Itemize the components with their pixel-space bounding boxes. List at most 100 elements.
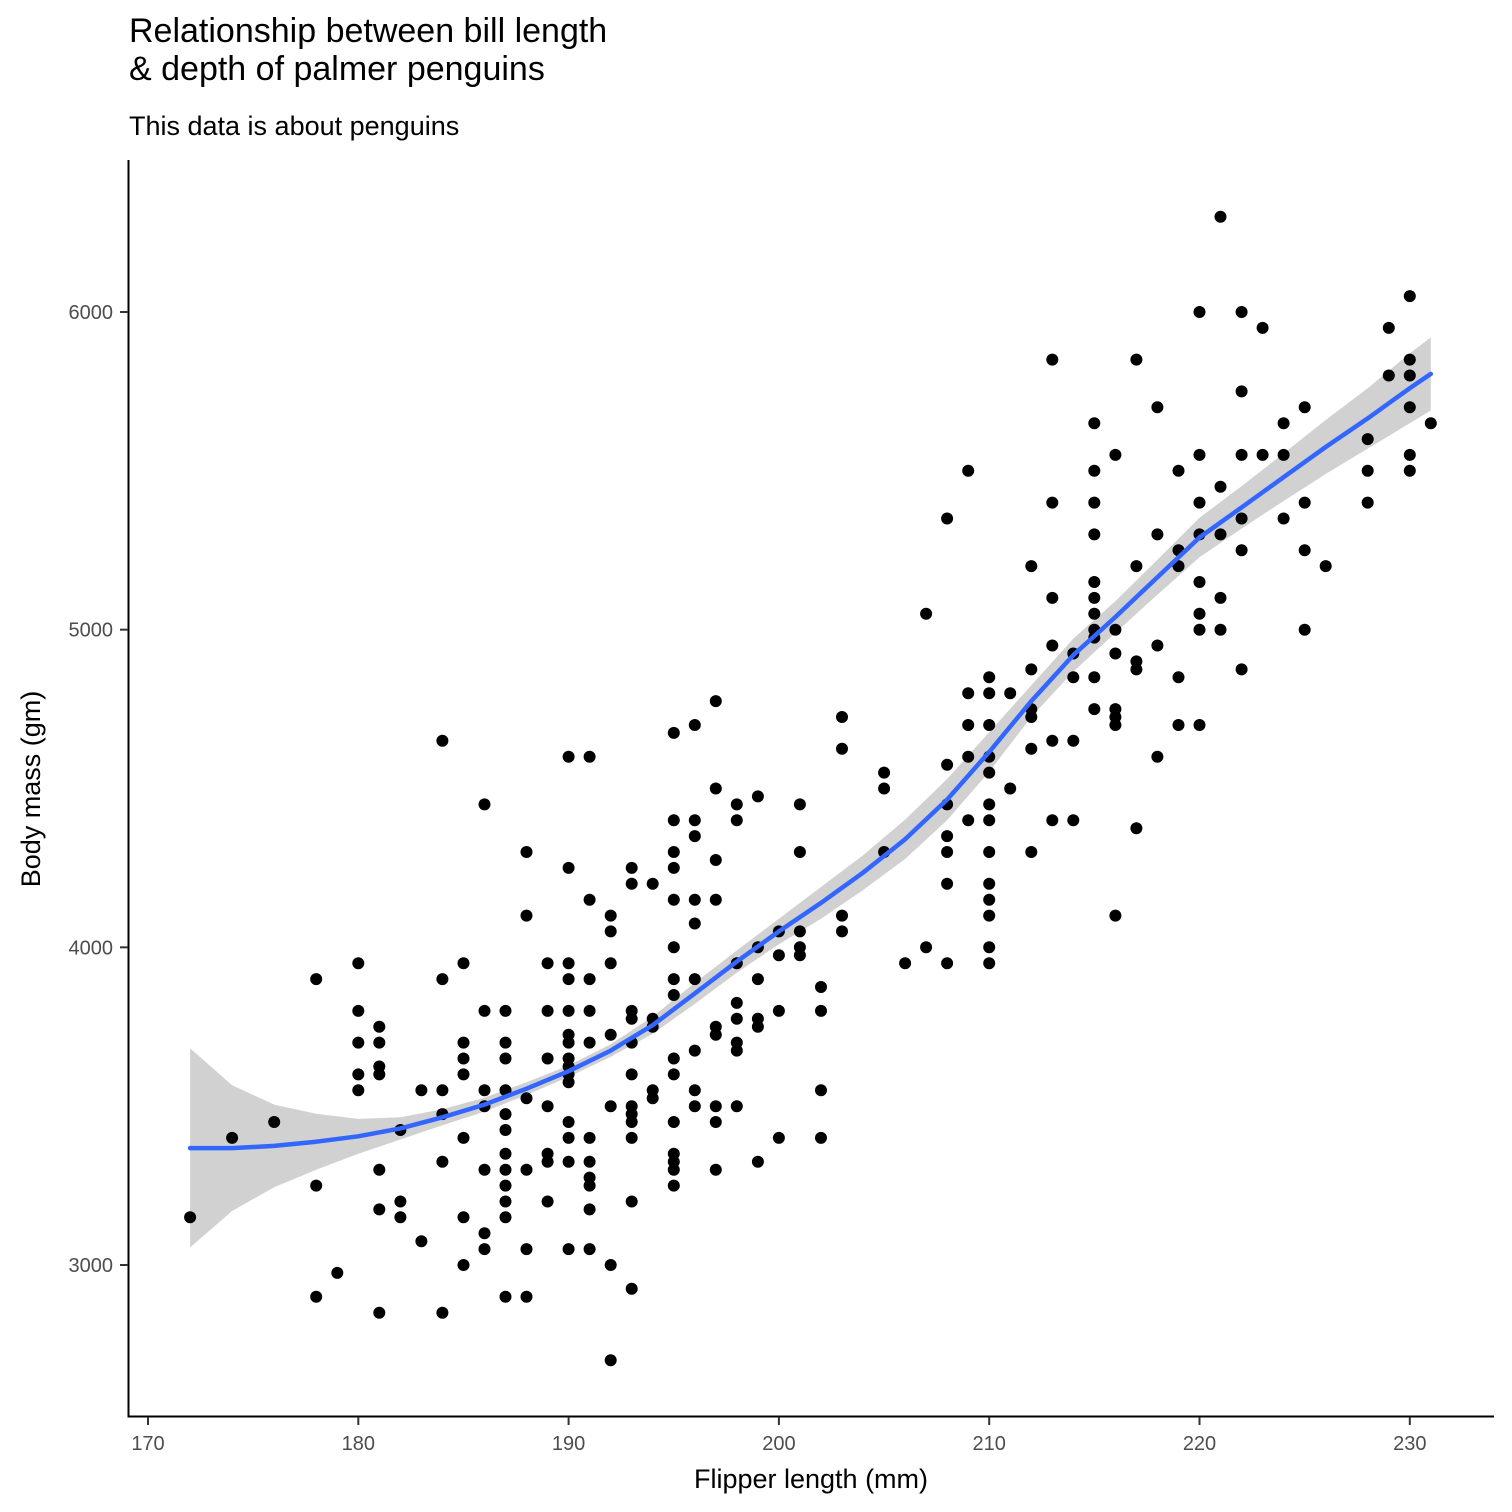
data-point xyxy=(709,1163,722,1176)
data-point xyxy=(751,790,764,803)
data-point xyxy=(1046,639,1059,652)
data-point xyxy=(646,1092,659,1105)
y-tick-label: 4000 xyxy=(69,937,114,959)
data-point xyxy=(688,973,701,986)
data-point xyxy=(478,798,491,811)
data-point xyxy=(1214,210,1227,223)
data-point xyxy=(1214,623,1227,636)
data-point xyxy=(962,719,975,731)
data-point xyxy=(1025,711,1038,723)
data-point xyxy=(667,1068,680,1081)
data-point xyxy=(562,1131,575,1144)
data-point xyxy=(793,846,806,858)
data-point xyxy=(1361,464,1374,477)
x-tick-label: 200 xyxy=(762,1433,795,1455)
data-point xyxy=(457,1211,470,1224)
data-point xyxy=(646,877,659,890)
data-point xyxy=(562,1076,575,1089)
smooth-line-layer xyxy=(187,371,1434,1151)
data-point xyxy=(583,1004,596,1017)
data-point xyxy=(667,861,680,874)
data-point xyxy=(625,861,638,874)
data-point xyxy=(941,877,954,890)
data-point xyxy=(352,1004,365,1017)
data-point xyxy=(836,925,848,938)
data-point xyxy=(709,695,722,708)
data-point xyxy=(1172,719,1185,731)
data-point xyxy=(962,814,975,827)
data-point xyxy=(1172,671,1185,684)
data-point xyxy=(667,893,680,906)
data-point xyxy=(1109,448,1122,461)
data-point xyxy=(352,1068,365,1081)
data-point xyxy=(983,957,996,970)
data-point xyxy=(457,1036,470,1049)
data-point xyxy=(836,909,848,922)
data-point xyxy=(436,1155,449,1168)
data-point xyxy=(583,893,596,906)
data-point xyxy=(1214,528,1227,541)
data-point xyxy=(983,719,996,731)
data-point xyxy=(962,464,975,477)
x-tick-label: 190 xyxy=(552,1433,585,1455)
data-point xyxy=(562,957,575,970)
data-point xyxy=(941,957,954,970)
data-point xyxy=(583,973,596,986)
data-point xyxy=(604,1100,617,1113)
data-point xyxy=(541,1155,554,1168)
data-point xyxy=(920,607,933,620)
data-point xyxy=(688,1044,701,1057)
data-point xyxy=(373,1068,386,1081)
data-point xyxy=(941,758,954,771)
data-point xyxy=(1151,639,1164,652)
data-point xyxy=(688,830,701,843)
data-point xyxy=(1193,576,1206,588)
data-point xyxy=(604,909,617,922)
data-point xyxy=(520,1163,533,1176)
data-point xyxy=(583,1243,596,1256)
data-point xyxy=(583,1203,596,1216)
data-point xyxy=(1046,734,1059,747)
data-point xyxy=(815,981,827,993)
data-point xyxy=(667,1116,680,1128)
x-tick-label: 170 xyxy=(131,1433,164,1455)
data-point xyxy=(394,1195,407,1208)
data-point xyxy=(667,941,680,954)
data-point xyxy=(1235,663,1248,676)
data-point xyxy=(667,1052,680,1065)
data-point xyxy=(772,1004,785,1017)
points-layer xyxy=(184,210,1437,1367)
data-point xyxy=(941,512,954,525)
data-point xyxy=(1277,448,1290,461)
data-point xyxy=(815,1004,827,1017)
data-point xyxy=(541,1195,554,1208)
data-point xyxy=(1151,401,1164,414)
data-point xyxy=(1109,909,1122,922)
data-point xyxy=(941,846,954,858)
data-point xyxy=(1235,306,1248,318)
data-point xyxy=(1235,512,1248,525)
data-point xyxy=(541,1004,554,1017)
data-point xyxy=(499,1195,512,1208)
data-point xyxy=(1151,528,1164,541)
data-point xyxy=(604,1028,617,1041)
data-point xyxy=(541,1100,554,1113)
data-point xyxy=(373,1306,386,1319)
data-point xyxy=(667,1179,680,1192)
data-point xyxy=(688,814,701,827)
data-point xyxy=(1403,464,1416,477)
data-point xyxy=(373,1036,386,1049)
data-point xyxy=(1298,401,1311,414)
data-point xyxy=(1235,544,1248,557)
data-point xyxy=(520,1243,533,1256)
data-point xyxy=(436,1084,449,1097)
x-tick-label: 220 xyxy=(1183,1433,1216,1455)
data-point xyxy=(1403,369,1416,382)
data-point xyxy=(709,1100,722,1113)
data-point xyxy=(394,1211,407,1224)
data-point xyxy=(962,750,975,763)
data-point xyxy=(499,1163,512,1176)
data-point xyxy=(562,861,575,874)
data-point xyxy=(667,846,680,858)
data-point xyxy=(562,1116,575,1128)
